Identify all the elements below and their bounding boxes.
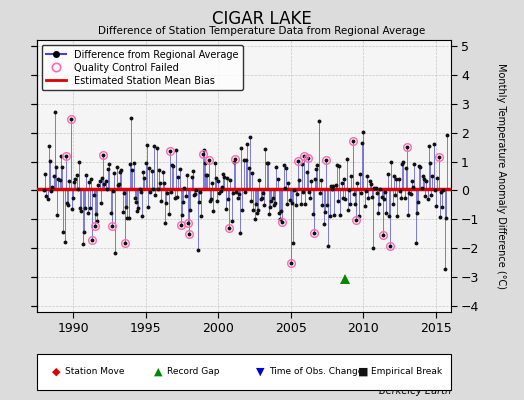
Text: Empirical Break: Empirical Break <box>371 368 442 376</box>
Text: Station Move: Station Move <box>64 368 124 376</box>
Text: CIGAR LAKE: CIGAR LAKE <box>212 10 312 28</box>
Text: Record Gap: Record Gap <box>167 368 220 376</box>
Text: ▲: ▲ <box>154 367 162 377</box>
Text: ■: ■ <box>358 367 368 377</box>
Y-axis label: Monthly Temperature Anomaly Difference (°C): Monthly Temperature Anomaly Difference (… <box>496 63 506 289</box>
Text: ▼: ▼ <box>256 367 265 377</box>
Legend: Difference from Regional Average, Quality Control Failed, Estimated Station Mean: Difference from Regional Average, Qualit… <box>41 45 243 90</box>
Text: ◆: ◆ <box>51 367 60 377</box>
Text: Time of Obs. Change: Time of Obs. Change <box>269 368 364 376</box>
Text: Berkeley Earth: Berkeley Earth <box>378 386 451 396</box>
Text: Difference of Station Temperature Data from Regional Average: Difference of Station Temperature Data f… <box>99 26 425 36</box>
